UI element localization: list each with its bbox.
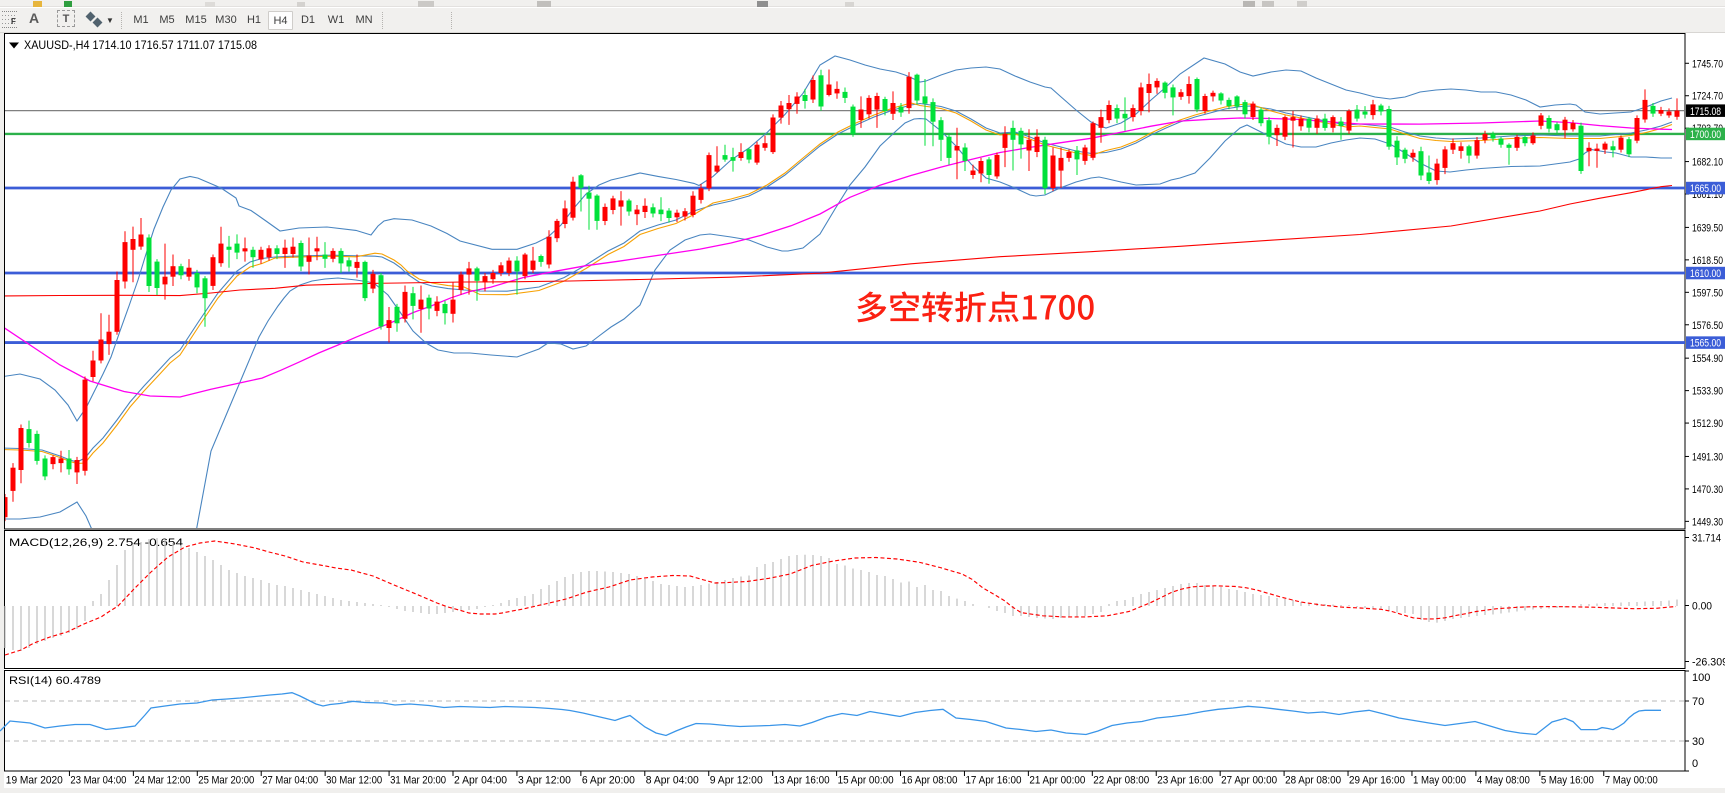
svg-text:1618.50: 1618.50 <box>1692 255 1723 267</box>
svg-text:31.714: 31.714 <box>1692 533 1721 545</box>
svg-text:3 Apr 12:00: 3 Apr 12:00 <box>518 775 571 787</box>
svg-text:19 Mar 2020: 19 Mar 2020 <box>6 775 63 787</box>
svg-text:1745.70: 1745.70 <box>1692 58 1723 70</box>
svg-text:70: 70 <box>1692 696 1704 708</box>
svg-text:30 Mar 12:00: 30 Mar 12:00 <box>326 775 382 787</box>
svg-text:16 Apr 08:00: 16 Apr 08:00 <box>902 775 958 787</box>
svg-text:1 May 00:00: 1 May 00:00 <box>1413 775 1466 787</box>
svg-text:24 Mar 12:00: 24 Mar 12:00 <box>134 775 190 787</box>
svg-text:1449.30: 1449.30 <box>1692 516 1723 528</box>
svg-text:13 Apr 16:00: 13 Apr 16:00 <box>774 775 830 787</box>
svg-text:27 Apr 00:00: 27 Apr 00:00 <box>1221 775 1277 787</box>
svg-text:8 Apr 04:00: 8 Apr 04:00 <box>646 775 699 787</box>
svg-text:1665.00: 1665.00 <box>1690 183 1721 195</box>
svg-text:1470.30: 1470.30 <box>1692 484 1723 496</box>
svg-text:1715.08: 1715.08 <box>1690 106 1721 118</box>
svg-text:23 Apr 16:00: 23 Apr 16:00 <box>1157 775 1213 787</box>
svg-text:25 Mar 20:00: 25 Mar 20:00 <box>198 775 254 787</box>
svg-text:1700.00: 1700.00 <box>1690 129 1721 141</box>
svg-text:1610.00: 1610.00 <box>1690 268 1721 280</box>
svg-text:1576.50: 1576.50 <box>1692 320 1723 332</box>
svg-text:-26.309: -26.309 <box>1692 657 1725 669</box>
svg-text:21 Apr 00:00: 21 Apr 00:00 <box>1029 775 1085 787</box>
svg-text:MACD(12,26,9) 2.754 -0.654: MACD(12,26,9) 2.754 -0.654 <box>9 537 183 549</box>
svg-text:6 Apr 20:00: 6 Apr 20:00 <box>582 775 635 787</box>
svg-text:1597.50: 1597.50 <box>1692 287 1723 299</box>
svg-text:1639.50: 1639.50 <box>1692 222 1723 234</box>
svg-text:31 Mar 20:00: 31 Mar 20:00 <box>390 775 446 787</box>
svg-text:29 Apr 16:00: 29 Apr 16:00 <box>1349 775 1405 787</box>
svg-text:7 May 00:00: 7 May 00:00 <box>1605 775 1658 787</box>
svg-text:28 Apr 08:00: 28 Apr 08:00 <box>1285 775 1341 787</box>
svg-text:1554.90: 1554.90 <box>1692 353 1723 365</box>
svg-text:1533.90: 1533.90 <box>1692 386 1723 398</box>
svg-text:1724.70: 1724.70 <box>1692 91 1723 103</box>
svg-text:RSI(14) 60.4789: RSI(14) 60.4789 <box>9 675 101 687</box>
svg-text:27 Mar 04:00: 27 Mar 04:00 <box>262 775 318 787</box>
svg-text:15 Apr 00:00: 15 Apr 00:00 <box>838 775 894 787</box>
svg-text:XAUUSD-,H4 1714.10 1716.57 17: XAUUSD-,H4 1714.10 1716.57 1711.07 1715.… <box>24 40 257 52</box>
svg-text:23 Mar 04:00: 23 Mar 04:00 <box>70 775 126 787</box>
svg-text:9 Apr 12:00: 9 Apr 12:00 <box>710 775 763 787</box>
svg-text:4 May 08:00: 4 May 08:00 <box>1477 775 1530 787</box>
svg-text:100: 100 <box>1692 672 1710 684</box>
svg-text:1512.90: 1512.90 <box>1692 418 1723 430</box>
svg-text:5 May 16:00: 5 May 16:00 <box>1541 775 1594 787</box>
svg-text:17 Apr 16:00: 17 Apr 16:00 <box>965 775 1021 787</box>
svg-text:0.00: 0.00 <box>1692 601 1712 613</box>
svg-text:1491.30: 1491.30 <box>1692 451 1723 463</box>
svg-text:1682.10: 1682.10 <box>1692 157 1723 169</box>
svg-text:22 Apr 08:00: 22 Apr 08:00 <box>1093 775 1149 787</box>
svg-text:0: 0 <box>1692 758 1698 770</box>
svg-text:30: 30 <box>1692 736 1704 748</box>
svg-text:1565.00: 1565.00 <box>1690 338 1721 350</box>
svg-text:2 Apr 04:00: 2 Apr 04:00 <box>454 775 507 787</box>
